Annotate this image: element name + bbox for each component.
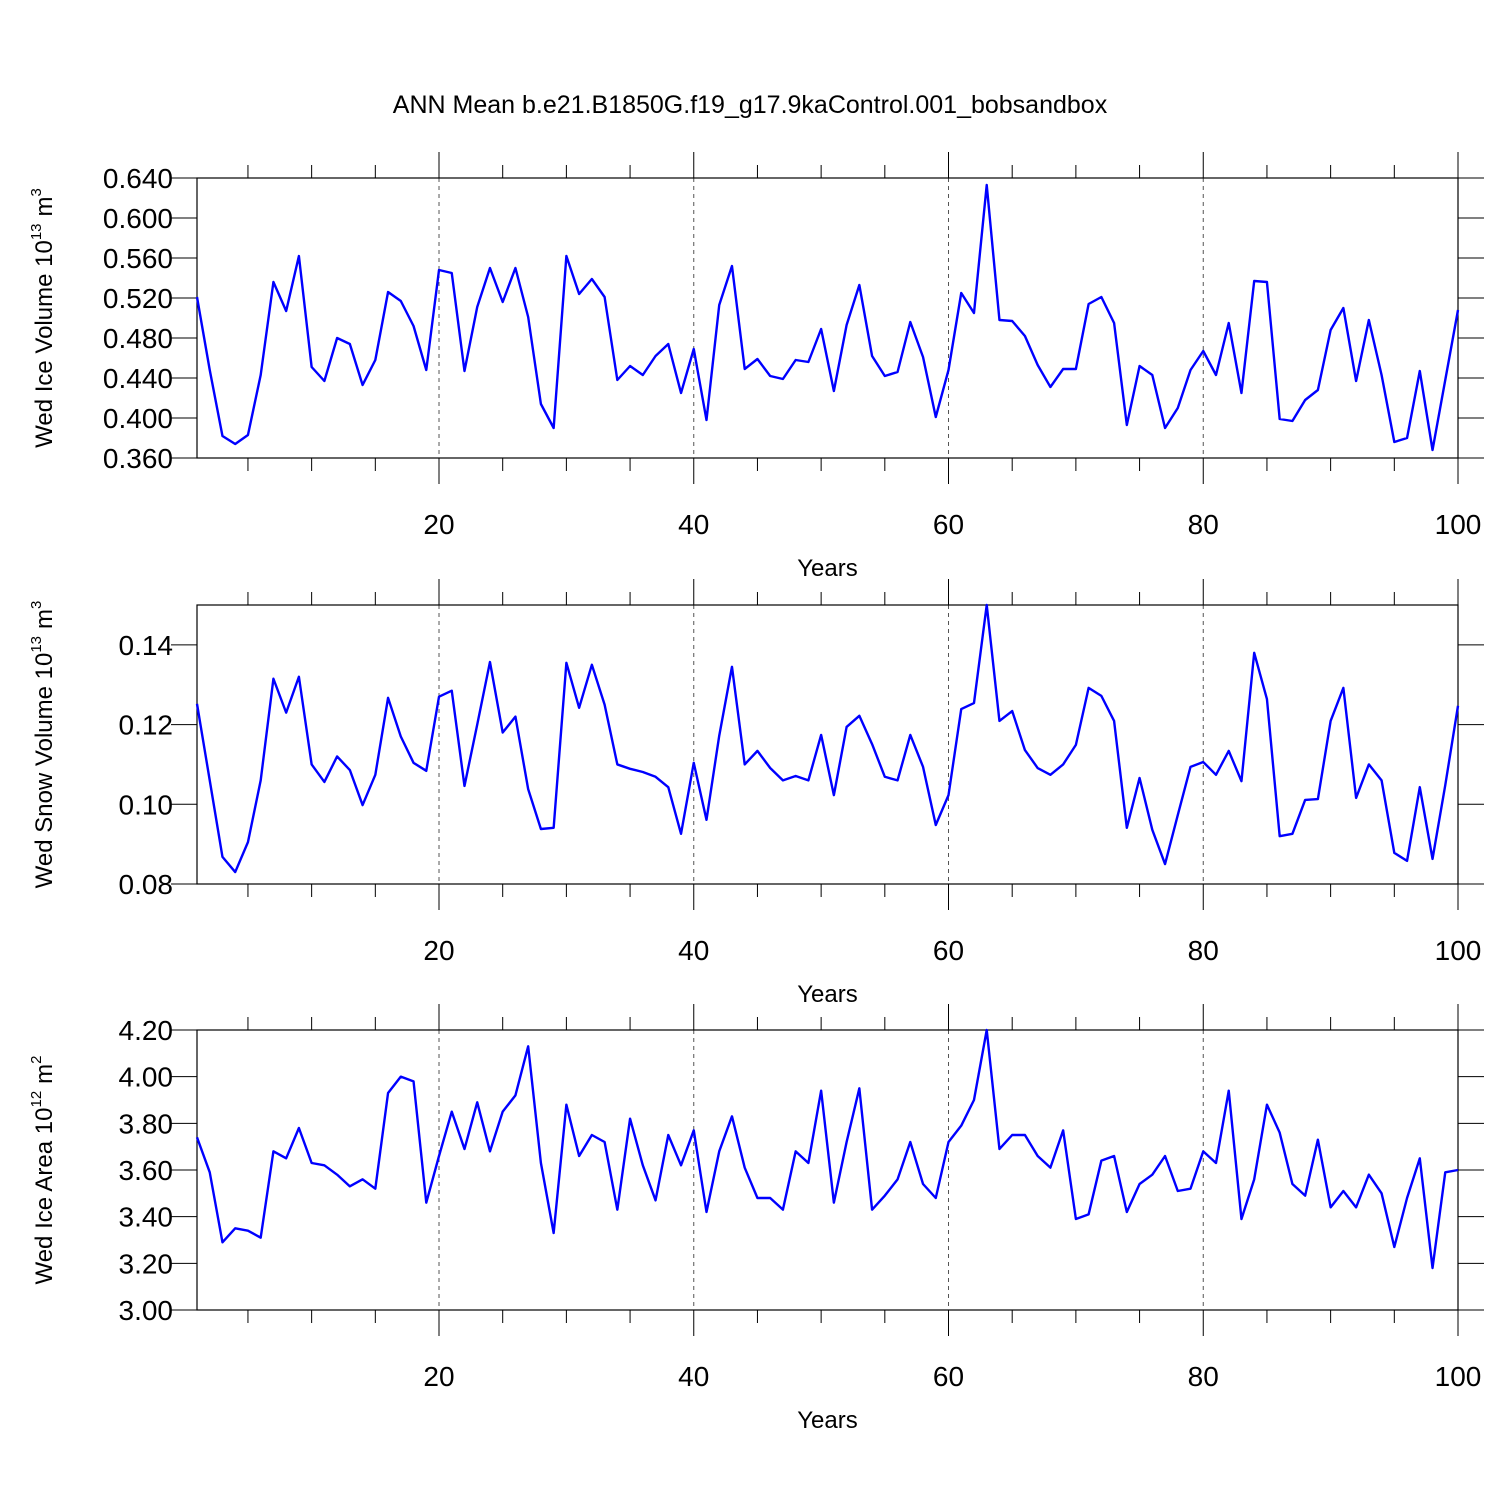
series-line (195, 1028, 1459, 1270)
y-axis-label: Wed Snow Volume 1013 m3 (28, 601, 58, 889)
x-tick-label: 80 (1188, 509, 1219, 540)
x-tick-label: 80 (1188, 935, 1219, 966)
y-tick-label: 3.20 (119, 1248, 174, 1279)
x-tick-label: 100 (1435, 1361, 1482, 1392)
x-axis-label: Years (797, 981, 858, 1008)
y-axis-label-exp: 13 (28, 636, 45, 653)
y-tick-label: 3.60 (119, 1155, 174, 1186)
y-axis-label-text: Wed Ice Volume 10 (31, 240, 58, 448)
chart-title: ANN Mean b.e21.B1850G.f19_g17.9kaControl… (393, 91, 1108, 119)
y-tick-label: 0.640 (103, 163, 173, 194)
x-tick-label: 40 (678, 1361, 709, 1392)
y-axis-label: Wed Ice Volume 1013 m3 (28, 188, 58, 448)
y-tick-label: 0.520 (103, 283, 173, 314)
y-tick-label: 3.80 (119, 1108, 174, 1139)
y-tick-label: 0.360 (103, 443, 173, 474)
x-axis-label: Years (797, 1407, 858, 1434)
series-line (195, 603, 1460, 874)
x-tick-label: 60 (933, 509, 964, 540)
y-axis-label-text: Wed Ice Area 10 (31, 1108, 58, 1285)
y-axis-label-exp: 12 (28, 1091, 45, 1108)
y-tick-label: 0.08 (119, 869, 174, 900)
y-axis-label-unit-exp: 3 (28, 601, 45, 609)
y-axis-label-exp: 13 (28, 223, 45, 240)
y-axis-label-unit: m (31, 196, 58, 216)
series-line (195, 183, 1460, 452)
plot-frame (196, 604, 1459, 885)
x-tick-label: 60 (933, 1361, 964, 1392)
y-tick-label: 0.400 (103, 403, 173, 434)
y-tick-label: 0.10 (119, 789, 174, 820)
x-tick-label: 60 (933, 935, 964, 966)
x-tick-label: 100 (1435, 935, 1482, 966)
y-axis-label: Wed Ice Area 1012 m2 (28, 1055, 58, 1284)
y-tick-label: 0.14 (119, 630, 174, 661)
x-tick-label: 20 (423, 509, 454, 540)
y-tick-label: 4.00 (119, 1062, 174, 1093)
x-tick-label: 20 (423, 935, 454, 966)
plot-frame (196, 177, 1459, 459)
y-tick-label: 0.480 (103, 323, 173, 354)
x-axis-label: Years (797, 555, 858, 582)
x-tick-label: 100 (1435, 509, 1482, 540)
y-axis-label-unit-exp: 2 (28, 1055, 45, 1063)
y-axis-label-unit: m (31, 1064, 58, 1084)
y-tick-label: 3.40 (119, 1202, 174, 1233)
y-tick-label: 0.560 (103, 243, 173, 274)
x-tick-label: 20 (423, 1361, 454, 1392)
y-axis-label-unit-exp: 3 (28, 188, 45, 196)
y-tick-label: 0.440 (103, 363, 173, 394)
x-tick-label: 40 (678, 509, 709, 540)
x-tick-label: 80 (1188, 1361, 1219, 1392)
y-tick-label: 3.00 (119, 1295, 174, 1326)
y-axis-label-unit: m (31, 609, 58, 629)
x-tick-label: 40 (678, 935, 709, 966)
plot-frame (196, 1029, 1459, 1311)
y-tick-label: 0.12 (119, 710, 174, 741)
y-axis-label-text: Wed Snow Volume 10 (31, 653, 58, 889)
y-tick-label: 4.20 (119, 1015, 174, 1046)
y-tick-label: 0.600 (103, 203, 173, 234)
